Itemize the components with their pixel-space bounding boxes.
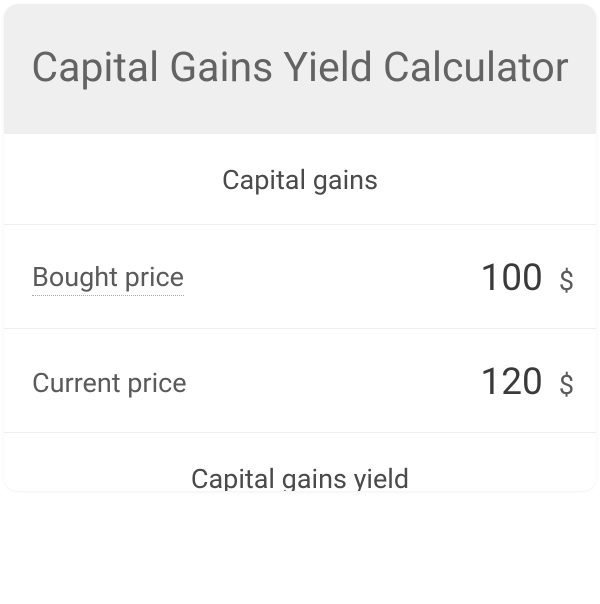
value-bought-price[interactable]: 100 [480,257,542,300]
section-header-capital-gains-yield: Capital gains yield [4,433,596,491]
value-wrap-bought-price: 100 $ [480,257,574,300]
label-current-price: Current price [32,367,187,399]
calculator-card: Capital Gains Yield Calculator Capital g… [4,4,596,491]
row-bought-price: Bought price 100 $ [4,225,596,329]
value-current-price[interactable]: 120 [480,361,542,404]
card-title: Capital Gains Yield Calculator [28,42,572,94]
unit-bought-price[interactable]: $ [559,265,574,297]
card-header: Capital Gains Yield Calculator [4,4,596,134]
row-current-price: Current price 120 $ [4,329,596,433]
section-header-capital-gains: Capital gains [4,134,596,225]
unit-current-price[interactable]: $ [559,369,574,401]
label-bought-price[interactable]: Bought price [32,261,184,296]
value-wrap-current-price: 120 $ [480,361,574,404]
